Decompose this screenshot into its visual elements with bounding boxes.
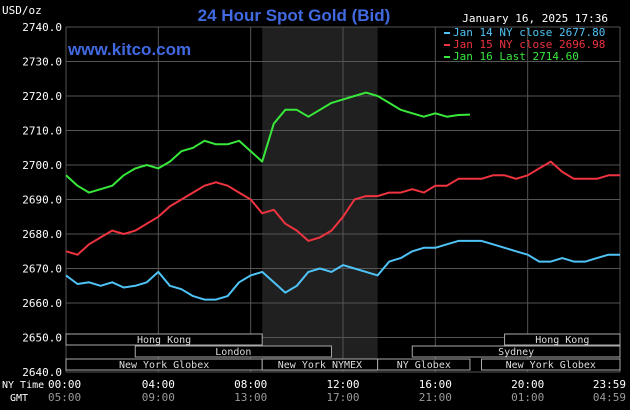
session-bar [134, 345, 332, 358]
x-tick-label-ny: 20:00 [511, 378, 544, 391]
legend-entry: Jan 16 Last 2714.60 [453, 50, 579, 63]
x-tick-label-gmt: 05:00 [48, 391, 81, 404]
y-tick-label: 2710.0 [22, 125, 62, 138]
session-label: New York Globex [119, 360, 209, 371]
x-tick-label-ny: 16:00 [419, 378, 452, 391]
x-tick-label-gmt: 01:00 [511, 391, 544, 404]
chart-title: 24 Hour Spot Gold (Bid) [198, 6, 391, 25]
y-tick-label: 2670.0 [22, 263, 62, 276]
y-tick-label: 2640.0 [22, 366, 62, 379]
x-tick-label-gmt: 21:00 [419, 391, 452, 404]
timestamp: January 16, 2025 17:36 [462, 12, 608, 25]
y-tick-label: 2720.0 [22, 90, 62, 103]
series-line [65, 160, 620, 256]
y-tick-labels: 2740.0 2730.0 2720.0 2710.0 2700.0 2690.0 2680… [22, 21, 62, 379]
session-bar [504, 333, 621, 346]
gmt-label: GMT [10, 393, 28, 404]
session-label: Hong Kong [137, 335, 191, 346]
x-tick-label-gmt: 09:00 [142, 391, 175, 404]
session-label: NY Globex [397, 360, 451, 371]
session-label: London [215, 347, 251, 358]
session-label: Sydney [498, 347, 534, 358]
grid-lines [65, 26, 621, 373]
y-tick-label: 2740.0 [22, 21, 62, 34]
x-tick-label-gmt: 04:59 [593, 391, 626, 404]
session-label: New York NYMEX [278, 360, 362, 371]
legend-entry: Jan 14 NY close 2677.80 [453, 26, 605, 39]
x-tick-label-gmt: 13:00 [234, 391, 267, 404]
y-tick-label: 2650.0 [22, 332, 62, 345]
x-tick-label-ny: 04:00 [142, 378, 175, 391]
legend-entry: Jan 15 NY close 2696.98 [453, 38, 605, 51]
series-line [65, 91, 471, 194]
y-tick-label: 2660.0 [22, 297, 62, 310]
y-axis-label: USD/oz [2, 4, 42, 17]
session-bar [65, 333, 263, 346]
series-lines [65, 91, 620, 301]
x-tick-label-gmt: 17:00 [326, 391, 359, 404]
series-line [65, 239, 620, 301]
session-bar [481, 358, 621, 371]
market-session-bars: Hong Kong Hong Kong London Sydney New York G… [65, 333, 621, 371]
watermark-url: www.kitco.com [67, 40, 191, 59]
y-tick-label: 2730.0 [22, 56, 62, 69]
y-tick-label: 2680.0 [22, 228, 62, 241]
session-label: Hong Kong [535, 335, 589, 346]
y-tick-label: 2700.0 [22, 159, 62, 172]
x-tick-label-ny: 08:00 [234, 378, 267, 391]
ny-time-label: NY Time [2, 380, 44, 391]
session-bar [377, 358, 471, 371]
x-tick-label-ny: 23:59 [593, 378, 626, 391]
y-tick-label: 2690.0 [22, 194, 62, 207]
x-tick-label-ny: 00:00 [48, 378, 81, 391]
session-label: New York Globex [506, 360, 596, 371]
session-bar [411, 345, 621, 358]
x-tick-label-ny: 12:00 [326, 378, 359, 391]
